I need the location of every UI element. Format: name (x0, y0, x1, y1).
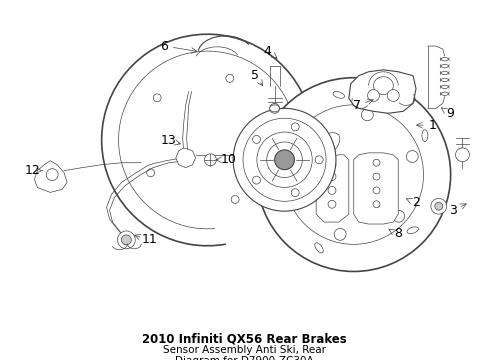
Circle shape (266, 142, 302, 177)
Text: 1: 1 (428, 119, 436, 132)
Circle shape (153, 94, 161, 102)
Ellipse shape (308, 132, 339, 161)
Ellipse shape (406, 227, 418, 234)
Text: 3: 3 (448, 204, 456, 217)
Circle shape (252, 176, 260, 184)
Circle shape (225, 75, 233, 82)
Circle shape (289, 187, 301, 199)
Text: 7: 7 (352, 99, 360, 112)
Circle shape (269, 103, 279, 113)
Circle shape (406, 150, 417, 162)
Polygon shape (316, 155, 348, 222)
Text: 12: 12 (24, 164, 40, 177)
Circle shape (302, 127, 314, 139)
Circle shape (367, 90, 379, 102)
Circle shape (231, 195, 239, 203)
Circle shape (274, 150, 294, 170)
Circle shape (327, 186, 335, 194)
Circle shape (386, 90, 398, 102)
Circle shape (315, 156, 323, 164)
Circle shape (372, 201, 379, 208)
Text: 13: 13 (161, 135, 176, 148)
FancyBboxPatch shape (306, 144, 424, 237)
Text: 4: 4 (263, 45, 271, 58)
Circle shape (117, 231, 135, 249)
Circle shape (284, 105, 423, 244)
Circle shape (204, 154, 216, 166)
Text: 9: 9 (446, 107, 454, 120)
Ellipse shape (332, 91, 344, 98)
Bar (3, 324, 485, 360)
Text: Diagram for D7900-ZC30A: Diagram for D7900-ZC30A (175, 356, 313, 360)
Circle shape (256, 132, 311, 188)
Circle shape (291, 123, 299, 131)
Circle shape (252, 135, 260, 143)
Text: 10: 10 (220, 153, 236, 166)
Circle shape (372, 187, 379, 194)
Ellipse shape (269, 105, 279, 112)
Circle shape (256, 78, 450, 271)
Circle shape (434, 202, 442, 210)
Circle shape (455, 148, 468, 162)
Circle shape (430, 198, 446, 214)
Circle shape (361, 109, 372, 121)
Text: 11: 11 (141, 233, 157, 246)
Circle shape (146, 169, 154, 177)
Circle shape (46, 168, 58, 180)
Circle shape (291, 189, 299, 197)
Text: Sensor Assembly Anti Ski, Rear: Sensor Assembly Anti Ski, Rear (163, 345, 325, 355)
Polygon shape (348, 70, 415, 113)
Circle shape (333, 229, 346, 240)
Text: 8: 8 (393, 228, 402, 240)
Circle shape (243, 118, 325, 201)
Ellipse shape (421, 130, 427, 141)
Circle shape (372, 159, 379, 166)
Circle shape (327, 200, 335, 208)
Circle shape (392, 210, 404, 222)
Circle shape (327, 172, 335, 180)
Circle shape (121, 235, 131, 245)
Text: 6: 6 (160, 40, 167, 53)
Text: 2: 2 (411, 196, 419, 209)
Ellipse shape (268, 159, 277, 169)
Text: 2010 Infiniti QX56 Rear Brakes: 2010 Infiniti QX56 Rear Brakes (142, 333, 346, 346)
Text: 5: 5 (250, 69, 258, 82)
Circle shape (233, 108, 335, 211)
Polygon shape (175, 148, 195, 168)
Polygon shape (353, 153, 397, 224)
Ellipse shape (314, 243, 323, 253)
Circle shape (327, 161, 335, 168)
Polygon shape (34, 161, 67, 192)
Circle shape (372, 173, 379, 180)
